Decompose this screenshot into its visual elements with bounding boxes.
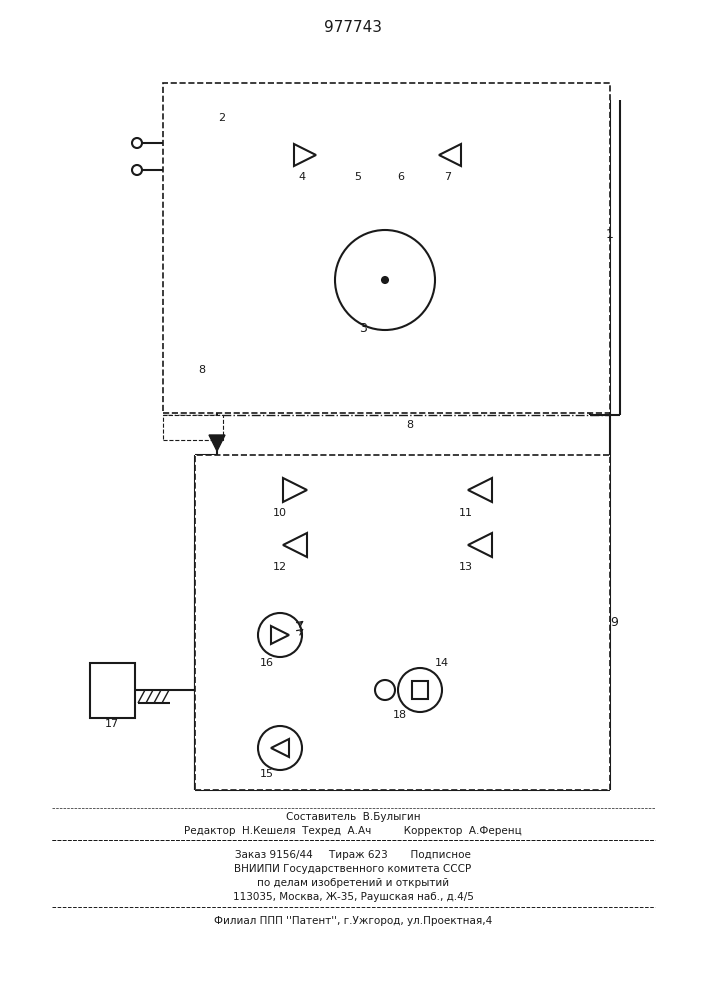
Polygon shape: [468, 533, 492, 557]
Bar: [195, 455, 610, 790]
Text: Заказ 9156/44     Тираж 623       Подписное: Заказ 9156/44 Тираж 623 Подписное: [235, 850, 471, 860]
Circle shape: [258, 613, 302, 657]
Polygon shape: [439, 144, 461, 166]
Text: 9: 9: [610, 615, 618, 629]
Text: 7: 7: [445, 172, 452, 182]
Circle shape: [258, 726, 302, 770]
Text: 977743: 977743: [324, 20, 382, 35]
Polygon shape: [209, 435, 225, 451]
Polygon shape: [294, 144, 316, 166]
Text: ВНИИПИ Государственного комитета СССР: ВНИИПИ Государственного комитета СССР: [235, 864, 472, 874]
Text: 5: 5: [354, 172, 361, 182]
Circle shape: [132, 138, 142, 148]
Text: 8: 8: [198, 365, 205, 375]
Text: 8: 8: [407, 420, 414, 430]
Circle shape: [398, 668, 442, 712]
Polygon shape: [468, 478, 492, 502]
Text: 10: 10: [273, 508, 287, 518]
Text: по делам изобретений и открытий: по делам изобретений и открытий: [257, 878, 449, 888]
Text: 12: 12: [273, 562, 287, 572]
Text: 13: 13: [459, 562, 473, 572]
Polygon shape: [271, 739, 289, 757]
Polygon shape: [271, 626, 289, 644]
Polygon shape: [283, 533, 307, 557]
Text: 6: 6: [397, 172, 404, 182]
Bar: [412, 681, 428, 699]
Text: 3: 3: [359, 322, 367, 334]
Circle shape: [132, 165, 142, 175]
Text: 113035, Москва, Ж-35, Раушская наб., д.4/5: 113035, Москва, Ж-35, Раушская наб., д.4…: [233, 892, 474, 902]
Bar: [163, 83, 610, 413]
Text: 4: 4: [298, 172, 305, 182]
Bar: [90, 663, 135, 718]
Text: 15: 15: [260, 769, 274, 779]
Text: 14: 14: [435, 658, 449, 668]
Bar: [163, 415, 223, 440]
Text: Редактор  Н.Кешеля  Техред  А.Ач          Корректор  А.Ференц: Редактор Н.Кешеля Техред А.Ач Корректор …: [184, 826, 522, 836]
Circle shape: [375, 680, 395, 700]
Text: 1: 1: [606, 229, 614, 241]
Text: Филиал ППП ''Патент'', г.Ужгород, ул.Проектная,4: Филиал ППП ''Патент'', г.Ужгород, ул.Про…: [214, 916, 492, 926]
Text: 11: 11: [459, 508, 473, 518]
Text: 18: 18: [393, 710, 407, 720]
Text: Составитель  В.Булыгин: Составитель В.Булыгин: [286, 812, 421, 822]
Circle shape: [382, 277, 388, 283]
Text: 17: 17: [105, 719, 119, 729]
Text: 2: 2: [218, 113, 226, 123]
Text: 16: 16: [260, 658, 274, 668]
Polygon shape: [283, 478, 307, 502]
Circle shape: [335, 230, 435, 330]
